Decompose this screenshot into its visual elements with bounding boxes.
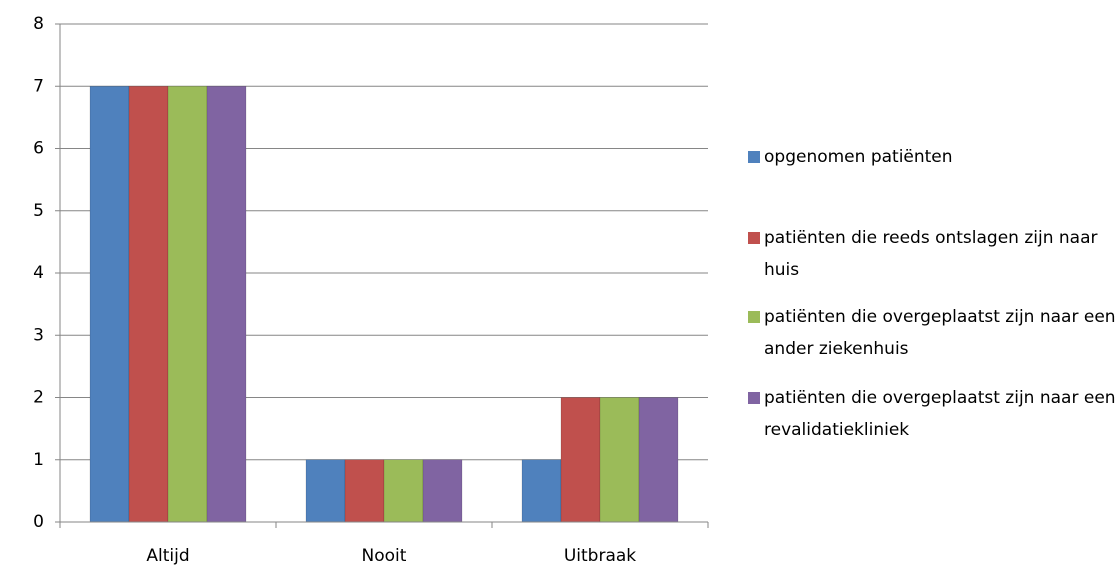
legend-swatch	[748, 392, 760, 404]
bar	[422, 459, 463, 523]
bar	[305, 459, 346, 523]
legend-entry: patiënten die overgeplaatst zijn naar ee…	[748, 382, 1117, 446]
legend-entry: opgenomen patiënten	[748, 141, 1117, 173]
y-tick-label: 1	[33, 450, 44, 470]
legend-label: opgenomen patiënten	[764, 147, 953, 167]
legend-swatch	[748, 151, 760, 163]
y-tick-label: 8	[33, 14, 44, 34]
legend-swatch	[748, 232, 760, 244]
legend-label: patiënten die overgeplaatst zijn naar ee…	[764, 307, 1116, 359]
bar	[167, 86, 208, 523]
bar	[206, 86, 247, 523]
legend-entry: patiënten die reeds ontslagen zijn naar …	[748, 222, 1117, 286]
y-tick-label: 2	[33, 388, 44, 408]
legend-label: patiënten die reeds ontslagen zijn naar …	[764, 228, 1098, 280]
bar	[521, 459, 562, 523]
bar	[560, 397, 601, 523]
bar	[89, 86, 130, 523]
y-tick-label: 3	[33, 325, 44, 345]
bar	[638, 397, 679, 523]
legend-label: patiënten die overgeplaatst zijn naar ee…	[764, 388, 1116, 440]
legend-swatch	[748, 311, 760, 323]
legend-entry: patiënten die overgeplaatst zijn naar ee…	[748, 301, 1117, 365]
bar	[599, 397, 640, 523]
bar	[344, 459, 385, 523]
x-tick-label: Altijd	[146, 546, 189, 566]
x-tick-label: Nooit	[362, 546, 407, 566]
bar	[383, 459, 424, 523]
y-tick-label: 7	[33, 76, 44, 96]
bar	[128, 86, 169, 523]
y-tick-label: 6	[33, 139, 44, 159]
y-tick-label: 0	[33, 512, 44, 532]
y-tick-label: 5	[33, 201, 44, 221]
y-tick-label: 4	[33, 263, 44, 283]
x-tick-label: Uitbraak	[564, 546, 636, 566]
